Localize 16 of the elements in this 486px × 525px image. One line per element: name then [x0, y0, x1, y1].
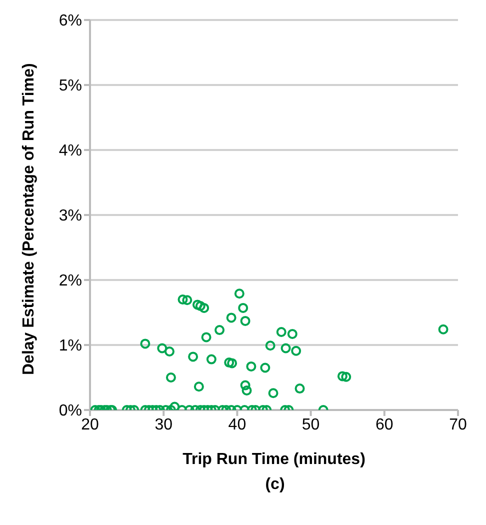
x-axis-title: Trip Run Time (minutes) [182, 451, 366, 468]
y-tick-label: 2% [58, 272, 82, 290]
y-tick-label: 1% [58, 338, 82, 355]
y-tick-label: 5% [58, 78, 82, 95]
x-tick-label: 30 [154, 416, 173, 434]
y-axis-title: Delay Estimate (Percentage of Run Time) [20, 63, 38, 375]
x-tick-label: 70 [449, 416, 467, 434]
y-tick-label: 6% [58, 12, 82, 30]
text: (c) [264, 476, 286, 494]
x-tick-label: 50 [302, 416, 320, 434]
x-tick-label: 60 [376, 416, 394, 434]
x-tick-label: 40 [228, 416, 246, 434]
y-tick-label: 0% [58, 402, 82, 420]
x-tick-label: 20 [81, 416, 99, 434]
y-tick-label: 4% [58, 142, 82, 160]
y-tick-label: 3% [58, 208, 82, 225]
